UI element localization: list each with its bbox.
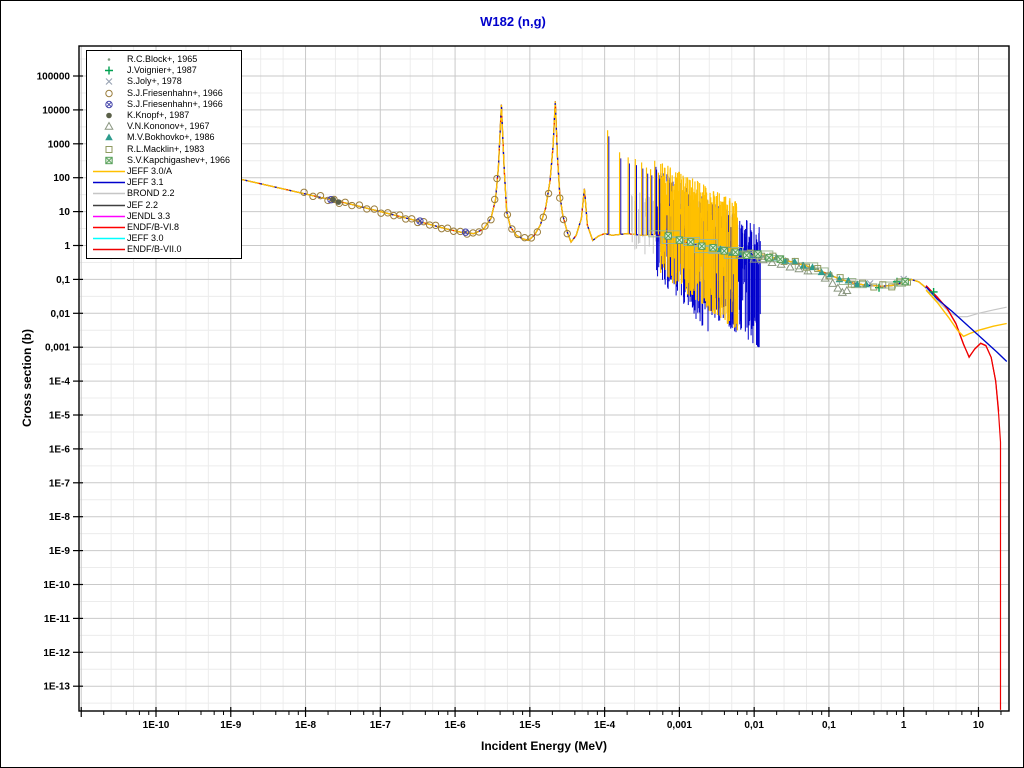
- legend-label: JEFF 3.0: [127, 233, 164, 244]
- legend-label: V.N.Kononov+, 1967: [127, 121, 210, 132]
- library-line-icon: [93, 204, 125, 206]
- tri-f-marker-icon: [105, 133, 113, 141]
- x-tick-label: 1E-5: [519, 720, 541, 731]
- x-tick-label: 1E-9: [220, 720, 242, 731]
- legend-label: M.V.Bokhovko+, 1986: [127, 132, 215, 143]
- legend-label: JEFF 3.0/A: [127, 165, 173, 176]
- library-line-icon: [93, 193, 125, 195]
- y-tick-label: 1E-12: [43, 648, 70, 659]
- y-tick-label: 10: [59, 207, 71, 218]
- x-axis-label: Incident Energy (MeV): [480, 739, 608, 753]
- y-tick-label: 1E-7: [49, 478, 71, 489]
- legend-item-experiment[interactable]: R.L.Macklin+, 1983: [91, 144, 241, 155]
- plus-marker-icon: [105, 66, 113, 75]
- y-axis-label: Cross section (b): [20, 329, 34, 428]
- y-tick-label: 0,01: [51, 309, 71, 320]
- x-tick-label: 1: [901, 720, 907, 731]
- legend-item-experiment[interactable]: K.Knopf+, 1987: [91, 110, 241, 121]
- library-line-icon: [93, 181, 125, 184]
- y-tick-label: 1E-10: [43, 580, 70, 591]
- y-tick-label: 1: [64, 241, 70, 252]
- legend-label: S.J.Friesenhahn+, 1966: [127, 87, 223, 98]
- sq-x-marker-icon: [105, 156, 113, 164]
- legend-item-experiment[interactable]: S.J.Friesenhahn+, 1966: [91, 99, 241, 110]
- library-line-icon: [93, 248, 125, 251]
- sq-o-marker-icon: [105, 145, 113, 153]
- x-tick-label: 10: [973, 720, 985, 731]
- legend-item-library[interactable]: JEFF 3.0/A: [91, 166, 241, 177]
- x-tick-label: 1E-6: [445, 720, 467, 731]
- legend-item-library[interactable]: BROND 2.2: [91, 188, 241, 199]
- axes: 1E-10 1E-9 1E-8 1E-7 1E-6 1E-5 1E-4 0,001 0,01 0,…: [37, 45, 1010, 731]
- grid: [79, 46, 1009, 711]
- legend-label: K.Knopf+, 1987: [127, 110, 190, 121]
- x-tick-label: 0,01: [744, 720, 764, 731]
- legend[interactable]: R.C.Block+, 1965 J.Voignier+, 1987 S.Joly+…: [86, 50, 242, 260]
- circle-x-marker-icon: [105, 100, 113, 109]
- circle-f-marker-icon: [106, 112, 112, 119]
- legend-item-library[interactable]: ENDF/B-VI.8: [91, 222, 241, 233]
- y-tick-label: 100: [53, 173, 70, 184]
- dot-marker-icon: [107, 58, 111, 61]
- legend-label: R.L.Macklin+, 1983: [127, 143, 205, 154]
- legend-label: JEFF 3.1: [127, 177, 164, 188]
- library-line-icon: [93, 215, 125, 218]
- legend-label: JENDL 3.3: [127, 210, 171, 221]
- y-tick-label: 1E-6: [49, 444, 71, 455]
- legend-item-library[interactable]: JEFF 3.1: [91, 177, 241, 188]
- experimental-data-points: [300, 174, 938, 296]
- circle-o-marker-icon: [105, 89, 113, 97]
- legend-item-experiment[interactable]: V.N.Kononov+, 1967: [91, 121, 241, 132]
- legend-label: ENDF/B-VII.0: [127, 244, 182, 255]
- legend-item-library[interactable]: ENDF/B-VII.0: [91, 244, 241, 255]
- x-tick-label: 1E-8: [295, 720, 317, 731]
- library-line-icon: [93, 237, 125, 240]
- legend-item-library[interactable]: JENDL 3.3: [91, 211, 241, 222]
- legend-item-experiment[interactable]: S.V.Kapchigashev+, 1966: [91, 155, 241, 166]
- legend-item-library[interactable]: JEF 2.2: [91, 199, 241, 210]
- legend-label: S.V.Kapchigashev+, 1966: [127, 154, 230, 165]
- x-tick-label: 1E-10: [143, 720, 170, 731]
- x-tick-label: 0,001: [667, 720, 692, 731]
- y-tick-label: 1E-9: [49, 546, 71, 557]
- legend-label: ENDF/B-VI.8: [127, 221, 180, 232]
- legend-label: BROND 2.2: [127, 188, 175, 199]
- legend-label: S.J.Friesenhahn+, 1966: [127, 98, 223, 109]
- y-tick-label: 1E-4: [49, 377, 71, 388]
- x-tick-label: 0,1: [822, 720, 836, 731]
- legend-label: R.C.Block+, 1965: [127, 54, 198, 65]
- plot-title: W182 (n,g): [480, 14, 546, 29]
- x-tick-label: 1E-7: [370, 720, 392, 731]
- y-tick-label: 1E-8: [49, 512, 71, 523]
- x-marker-icon: [105, 78, 113, 86]
- legend-label: JEF 2.2: [127, 199, 159, 210]
- x-tick-label: 1E-4: [594, 720, 616, 731]
- y-tick-label: 1E-11: [44, 614, 71, 625]
- legend-label: S.Joly+, 1978: [127, 76, 182, 87]
- y-tick-label: 0,1: [56, 275, 70, 286]
- legend-label: J.Voignier+, 1987: [127, 65, 197, 76]
- legend-item-experiment[interactable]: J.Voignier+, 1987: [91, 65, 241, 76]
- legend-item-experiment[interactable]: S.J.Friesenhahn+, 1966: [91, 88, 241, 99]
- y-tick-label: 1000: [48, 139, 71, 150]
- library-line-icon: [93, 226, 125, 229]
- y-tick-label: 1E-5: [49, 411, 71, 422]
- legend-item-experiment[interactable]: R.C.Block+, 1965: [91, 54, 241, 65]
- legend-item-experiment[interactable]: S.Joly+, 1978: [91, 76, 241, 87]
- y-tick-label: 0,001: [45, 343, 70, 354]
- library-line-icon: [93, 170, 125, 173]
- y-tick-label: 100000: [37, 72, 71, 83]
- y-tick-label: 1E-13: [43, 682, 70, 693]
- legend-item-library[interactable]: JEFF 3.0: [91, 233, 241, 244]
- tri-o-marker-icon: [104, 121, 114, 131]
- legend-item-experiment[interactable]: M.V.Bokhovko+, 1986: [91, 132, 241, 143]
- y-tick-label: 10000: [42, 105, 70, 116]
